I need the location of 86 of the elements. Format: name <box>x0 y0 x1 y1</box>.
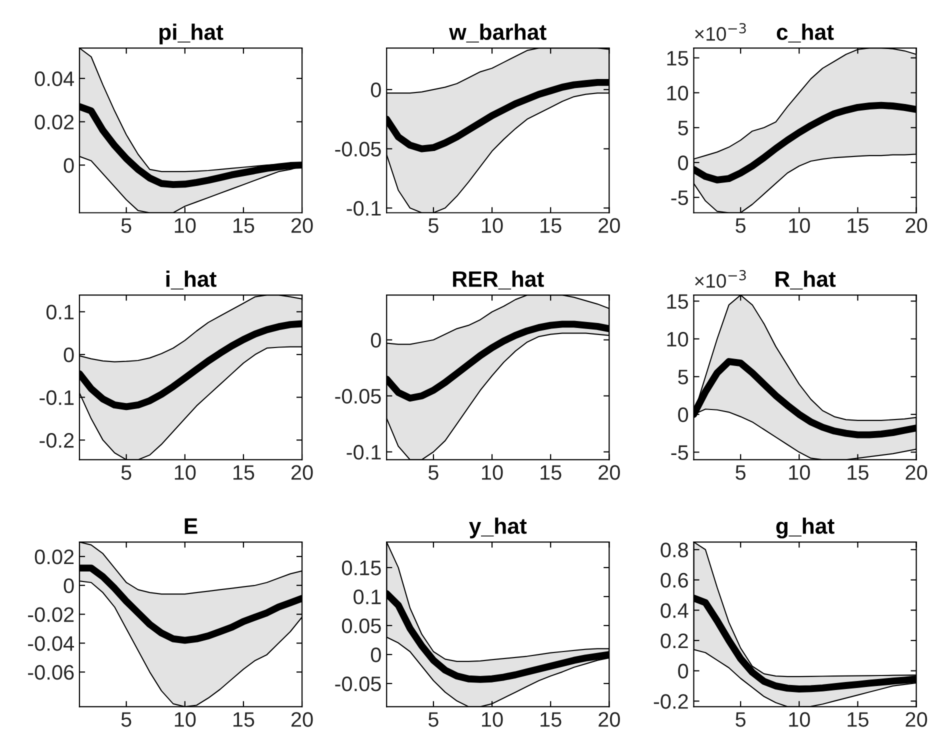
x-tick-label: 15 <box>540 712 562 727</box>
y-tick-label: 0 <box>678 407 688 422</box>
chart-title: i_hat <box>166 270 216 290</box>
x-tick-label: 10 <box>789 465 810 480</box>
x-tick-label: 5 <box>121 465 132 480</box>
x-tick-label: 10 <box>789 218 810 233</box>
y-tick-label: -0.05 <box>335 388 381 404</box>
chart-title: E <box>184 518 198 534</box>
y-tick-label: 0 <box>370 332 381 348</box>
x-tick-label: 10 <box>174 465 196 480</box>
y-tick-label: 0 <box>64 158 74 173</box>
y-tick-label: 15 <box>667 294 688 309</box>
y-tick-label: -0.1 <box>346 444 381 460</box>
x-tick-label: 10 <box>482 465 503 480</box>
y-tick-label: 0.05 <box>342 618 381 634</box>
x-tick-label: 10 <box>174 712 196 727</box>
x-tick-label: 15 <box>848 712 868 727</box>
chart-title: y_hat <box>469 518 527 538</box>
x-tick-label: 20 <box>292 218 313 233</box>
y-tick-label: 0 <box>370 648 381 662</box>
y-tick-label: -0.06 <box>28 665 74 680</box>
x-tick-label: 20 <box>292 465 313 480</box>
x-tick-label: 20 <box>598 712 620 727</box>
y-tick-label: -0.1 <box>346 201 381 216</box>
text: ×10$^{−3}$ <box>695 23 746 41</box>
y-tick-label: 0.4 <box>660 603 688 618</box>
x-tick-label: 5 <box>428 218 438 233</box>
x-tick-label: 15 <box>848 218 868 233</box>
x-tick-label: 5 <box>736 712 746 727</box>
y-tick-label: 10 <box>667 332 688 347</box>
x-tick-label: 5 <box>121 218 132 233</box>
y-tick-label: 10 <box>667 86 688 101</box>
x-tick-label: 15 <box>848 465 868 480</box>
x-tick-label: 5 <box>736 465 746 480</box>
chart-title: w_barhat <box>449 24 546 42</box>
chart-title: pi_hat <box>160 24 224 44</box>
x-tick-label: 15 <box>540 218 562 233</box>
y-tick-label: 0.6 <box>660 572 688 588</box>
chart-title: c_hat <box>776 24 834 42</box>
y-tick-label: 0.1 <box>46 304 74 320</box>
chart-title: RER_hat <box>453 270 544 290</box>
x-tick-label: 15 <box>540 465 562 480</box>
y-tick-label: 0.2 <box>660 634 688 648</box>
y-tick-label: 0 <box>370 82 381 98</box>
chart-title: g_hat <box>776 518 834 538</box>
y-tick-label: 0.02 <box>34 549 74 564</box>
y-tick-label: -5 <box>671 190 688 206</box>
x-tick-label: 5 <box>736 218 746 233</box>
y-tick-label: -5 <box>671 445 688 460</box>
y-tick-label: -0.2 <box>40 433 74 448</box>
y-tick-label: -0.02 <box>28 607 74 622</box>
x-tick-label: 5 <box>428 712 438 727</box>
y-tick-label: -0.1 <box>40 390 74 406</box>
y-tick-label: 5 <box>678 120 688 136</box>
x-tick-label: 10 <box>174 218 196 233</box>
y-tick-label: 0.02 <box>34 114 74 130</box>
x-tick-label: 15 <box>233 465 254 480</box>
y-tick-label: 0 <box>678 156 688 170</box>
y-tick-label: -0.2 <box>654 694 688 709</box>
y-tick-label: -0.05 <box>335 676 381 692</box>
x-tick-label: 20 <box>906 218 928 233</box>
x-tick-label: 20 <box>598 465 620 480</box>
y-tick-label: 0.04 <box>34 71 74 86</box>
x-tick-label: 20 <box>292 712 313 727</box>
y-tick-label: 5 <box>678 370 688 384</box>
x-tick-label: 15 <box>233 712 254 727</box>
y-tick-label: 0.15 <box>342 560 381 576</box>
y-tick-label: 0 <box>678 664 688 679</box>
y-tick-label: -0.05 <box>335 142 381 157</box>
y-tick-label: 0.1 <box>354 590 381 604</box>
y-tick-label: 0 <box>64 578 74 594</box>
y-tick-label: -0.04 <box>28 636 74 651</box>
x-tick-label: 20 <box>906 712 928 727</box>
x-tick-label: 15 <box>233 218 254 233</box>
x-tick-label: 20 <box>598 218 620 233</box>
x-tick-label: 10 <box>482 218 503 233</box>
x-tick-label: 20 <box>906 465 928 480</box>
x-tick-label: 5 <box>428 465 438 480</box>
x-tick-label: 5 <box>121 712 132 727</box>
text: ×10$^{−3}$ <box>695 270 746 288</box>
y-tick-label: 0.8 <box>660 542 688 558</box>
y-tick-label: 0 <box>64 348 74 362</box>
x-tick-label: 10 <box>789 712 810 727</box>
chart-title: R_hat <box>776 270 836 290</box>
x-tick-label: 10 <box>482 712 503 727</box>
y-tick-label: 15 <box>667 51 688 66</box>
